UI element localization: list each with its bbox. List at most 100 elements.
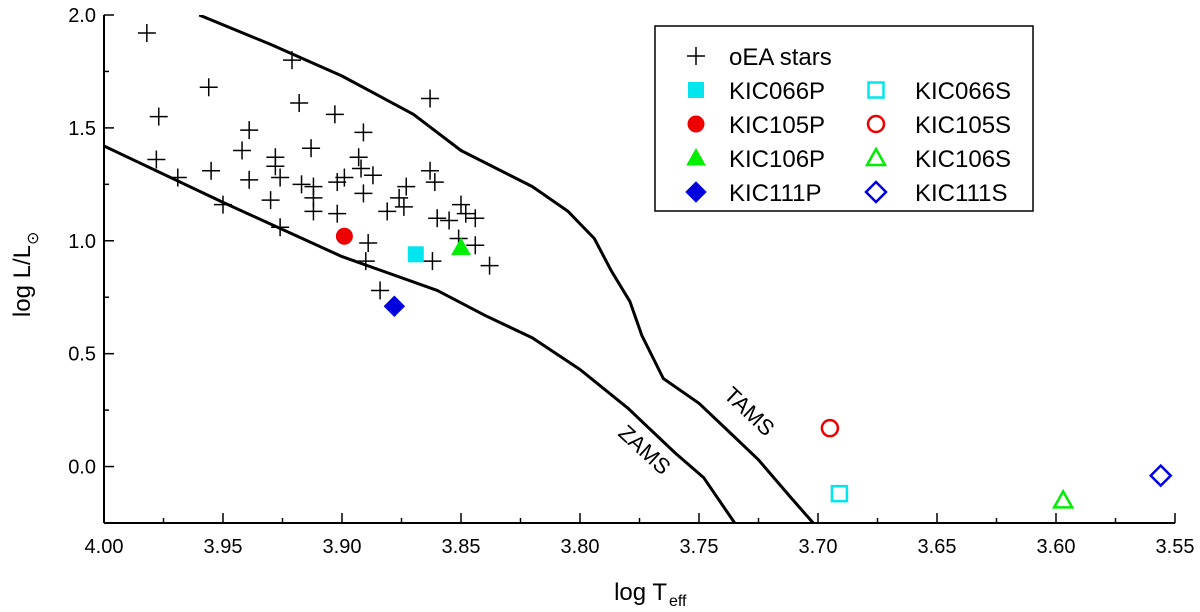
point-oea-stars-40	[425, 173, 444, 192]
point-oea-stars-13	[271, 168, 290, 187]
point-oea-stars-36	[394, 197, 413, 216]
point-oea-stars-17	[292, 175, 311, 194]
x-tick-label-1: 3.95	[204, 536, 243, 558]
point-oea-stars-22	[325, 105, 344, 124]
point-oea-stars-23	[328, 173, 347, 192]
legend-box	[654, 25, 1034, 212]
legend-marker-oea-stars	[687, 47, 705, 65]
legend: oEA stars KIC066P KIC066S KIC105P KIC105S KIC…	[654, 25, 1034, 212]
point-oea-stars-3	[168, 168, 187, 187]
data-points	[137, 24, 1173, 509]
legend-label-kic106p: KIC106P	[729, 146, 825, 173]
y-tick-label-4: 2.0	[68, 5, 96, 27]
point-oea-stars-43	[440, 211, 459, 230]
x-axis-label-subscript: eff	[669, 593, 687, 610]
point-oea-stars-49	[480, 256, 499, 275]
point-oea-stars-38	[421, 89, 440, 108]
point-kic111s-0	[1148, 463, 1173, 488]
point-oea-stars-39	[421, 161, 440, 180]
point-oea-stars-42	[428, 209, 447, 228]
point-oea-stars-46	[456, 204, 475, 223]
point-oea-stars-29	[354, 184, 373, 203]
legend-marker-kic105p	[687, 115, 705, 133]
point-oea-stars-25	[335, 168, 354, 187]
y-tick-label-1: 0.5	[68, 344, 96, 366]
point-oea-stars-26	[349, 148, 368, 167]
x-tick-label-5: 3.75	[680, 536, 719, 558]
evolution-tracks	[104, 15, 815, 523]
legend-marker-kic106p	[686, 147, 706, 166]
x-tick-label-8: 3.60	[1037, 536, 1076, 558]
legend-label-kic066s: KIC066S	[915, 78, 1011, 105]
point-oea-stars-48	[466, 236, 485, 255]
point-oea-stars-1	[149, 107, 168, 126]
point-oea-stars-31	[356, 252, 375, 271]
x-tick-label-0: 4.00	[85, 536, 124, 558]
legend-marker-kic111p	[685, 181, 707, 203]
point-oea-stars-21	[304, 202, 323, 221]
point-kic105p-0	[335, 227, 353, 245]
x-tick-label-3: 3.85	[442, 536, 481, 558]
legend-label-kic105p: KIC105P	[729, 112, 825, 139]
y-axis-label-group: log L/L ⊙	[9, 232, 42, 317]
point-kic105s-0	[820, 418, 840, 438]
y-tick-label-2: 1.0	[68, 231, 96, 253]
point-oea-stars-4	[199, 78, 218, 97]
point-oea-stars-2	[147, 150, 166, 169]
x-tick-label-6: 3.70	[799, 536, 838, 558]
curve-label-zams: ZAMS	[614, 420, 676, 480]
point-oea-stars-8	[240, 121, 259, 140]
point-oea-stars-47	[466, 209, 485, 228]
point-oea-stars-33	[371, 281, 390, 300]
point-oea-stars-35	[390, 188, 409, 207]
y-tick-label-3: 1.5	[68, 118, 96, 140]
point-kic066p-0	[407, 246, 424, 263]
point-oea-stars-10	[261, 191, 280, 210]
curve-tams	[198, 15, 815, 523]
point-oea-stars-24	[328, 204, 347, 223]
legend-marker-kic106s	[864, 146, 888, 167]
point-oea-stars-15	[283, 51, 302, 70]
x-tick-label-2: 3.90	[323, 536, 362, 558]
legend-label-kic105s: KIC105S	[915, 112, 1011, 139]
point-oea-stars-32	[363, 166, 382, 185]
point-oea-stars-0	[137, 24, 156, 43]
point-oea-stars-16	[290, 94, 309, 113]
point-oea-stars-7	[233, 141, 252, 160]
y-tick-label-0: 0.0	[68, 457, 96, 479]
y-axis-label: log L/L	[9, 245, 36, 317]
point-oea-stars-9	[240, 170, 259, 189]
point-kic106p-0	[451, 237, 471, 256]
point-oea-stars-12	[266, 148, 285, 167]
curve-zams	[104, 144, 736, 523]
legend-label-kic106s: KIC106S	[915, 146, 1011, 173]
legend-marker-kic066p	[688, 82, 704, 98]
point-oea-stars-5	[202, 161, 221, 180]
axes: 4.00 3.95 3.90 3.85 3.80 3.75 3.70 3.65 3.60 3.55…	[68, 5, 1194, 558]
legend-marker-kic111s	[864, 180, 888, 204]
point-oea-stars-18	[302, 139, 321, 158]
legend-label-kic111s: KIC111S	[915, 180, 1008, 207]
legend-label-kic066p: KIC066P	[729, 78, 825, 105]
point-oea-stars-37	[397, 177, 416, 196]
legend-label-oea-stars: oEA stars	[729, 44, 832, 71]
point-oea-stars-27	[352, 159, 371, 178]
x-tick-label-9: 3.55	[1156, 536, 1195, 558]
point-oea-stars-45	[452, 195, 470, 214]
legend-marker-kic066s	[867, 81, 885, 99]
x-tick-label-4: 3.80	[561, 536, 600, 558]
legend-label-kic111p: KIC111P	[729, 180, 822, 207]
point-oea-stars-41	[423, 252, 442, 271]
point-kic106s-0	[1052, 488, 1075, 509]
y-axis-label-subscript: ⊙	[23, 232, 42, 245]
x-axis-label: log T	[614, 579, 667, 606]
point-kic111p-0	[383, 295, 406, 317]
point-oea-stars-34	[378, 202, 397, 221]
legend-marker-kic105s	[866, 114, 886, 134]
point-oea-stars-30	[359, 234, 378, 253]
point-oea-stars-6	[214, 195, 232, 214]
point-kic066s-0	[830, 484, 849, 503]
point-oea-stars-28	[354, 123, 373, 142]
